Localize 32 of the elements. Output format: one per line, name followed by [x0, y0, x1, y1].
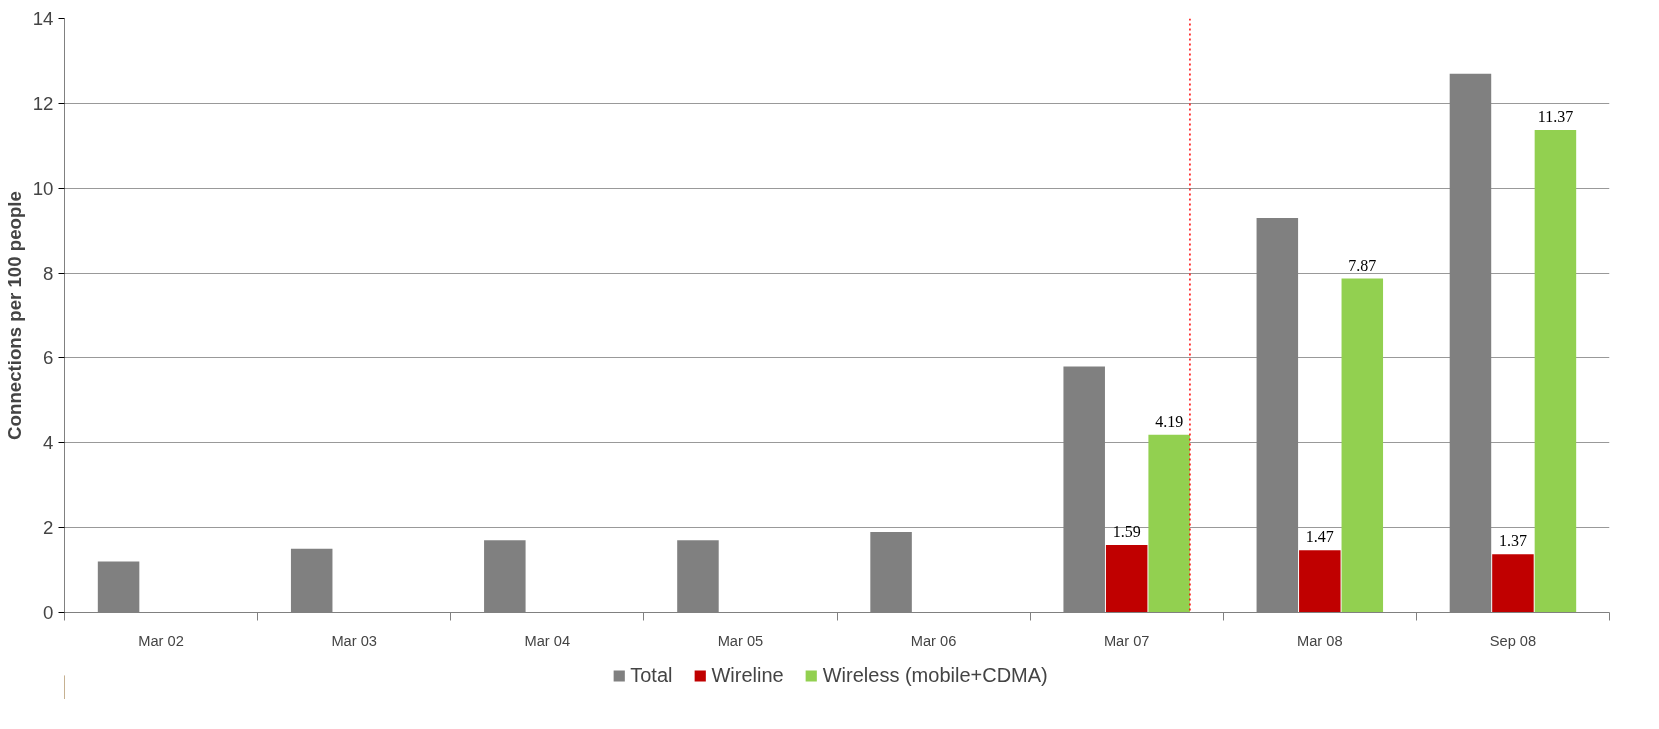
bar [1341, 278, 1384, 613]
y-tick-label: 0 [43, 602, 54, 623]
legend-label: Wireline [711, 663, 784, 687]
y-tick-label: 8 [43, 262, 54, 284]
x-tick-label: Mar 05 [717, 632, 764, 649]
y-tick-label: 10 [32, 177, 54, 199]
y-tick-label: 14 [32, 8, 54, 29]
y-tick-label: 4 [43, 432, 54, 454]
x-tick-label: Mar 04 [524, 632, 571, 649]
y-tick-label: 2 [43, 517, 54, 539]
bar [1105, 545, 1148, 613]
legend-label: Wireless (mobile+CDMA) [822, 663, 1048, 687]
x-tick-label: Mar 07 [1103, 632, 1150, 649]
y-tick-label: 12 [32, 92, 54, 114]
data-label: 1.59 [1112, 523, 1141, 541]
legend-label: Total [630, 663, 673, 687]
bar [1148, 434, 1190, 613]
y-tick-label: 6 [43, 347, 54, 369]
bar [1492, 554, 1534, 613]
x-tick-label: Mar 08 [1297, 632, 1343, 649]
x-tick-label: Sep 08 [1489, 632, 1537, 649]
data-label: 7.87 [1348, 256, 1377, 274]
data-label: 1.37 [1498, 532, 1527, 550]
bar [1534, 130, 1577, 613]
data-label: 1.47 [1305, 528, 1334, 546]
data-label: 4.19 [1155, 412, 1184, 430]
y-axis-title: Connections per 100 people [3, 191, 25, 440]
x-tick-label: Mar 03 [331, 632, 378, 649]
bar [1299, 550, 1341, 613]
x-tick-label: Mar 02 [138, 632, 184, 649]
x-tick-label: Mar 06 [910, 632, 957, 649]
data-label: 11.37 [1537, 108, 1574, 126]
